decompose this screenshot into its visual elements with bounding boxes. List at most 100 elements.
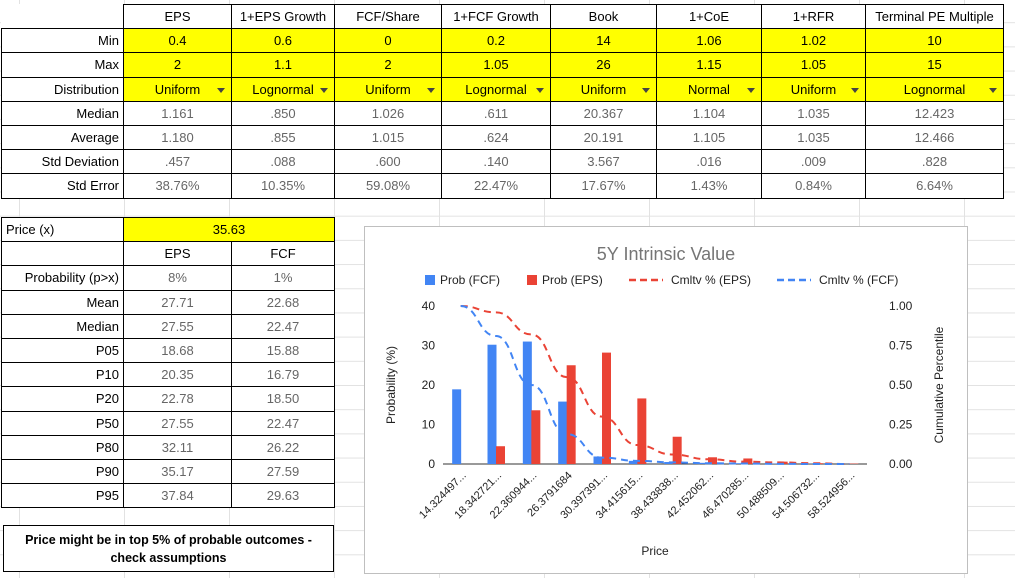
std-error-cell-eps[interactable]: 38.76% bbox=[123, 173, 232, 199]
std-deviation-cell-book[interactable]: 3.567 bbox=[550, 149, 657, 175]
distribution-select-1-coe[interactable]: Normal bbox=[656, 76, 762, 102]
p05-fcf-cell[interactable]: 15.88 bbox=[231, 337, 335, 364]
price-input[interactable]: 35.63 bbox=[123, 216, 335, 243]
column-header-fcf-share[interactable]: FCF/Share bbox=[334, 3, 442, 30]
max-cell-1-fcf-growth[interactable]: 1.05 bbox=[441, 52, 551, 78]
average-cell-1-coe[interactable]: 1.105 bbox=[656, 124, 762, 151]
distribution-select-fcf-share[interactable]: Uniform bbox=[334, 76, 442, 102]
mean-eps-cell[interactable]: 27.71 bbox=[123, 289, 232, 315]
max-cell-eps[interactable]: 2 bbox=[123, 52, 232, 78]
p80-fcf-cell[interactable]: 26.22 bbox=[231, 434, 335, 460]
column-header-1-eps-growth[interactable]: 1+EPS Growth bbox=[231, 3, 335, 30]
max-cell-book[interactable]: 26 bbox=[550, 52, 657, 78]
median-cell-1-fcf-growth[interactable]: .611 bbox=[441, 100, 551, 126]
row-label-max[interactable]: Max bbox=[1, 52, 124, 78]
probability-p-x-eps-cell[interactable]: 8% bbox=[123, 265, 232, 291]
row-label-distribution[interactable]: Distribution bbox=[1, 76, 124, 102]
row-label-median[interactable]: Median bbox=[1, 100, 124, 126]
std-deviation-cell-fcf-share[interactable]: .600 bbox=[334, 149, 442, 175]
row-label-std-deviation[interactable]: Std Deviation bbox=[1, 149, 124, 175]
p50-fcf-cell[interactable]: 22.47 bbox=[231, 410, 335, 436]
valuation-label-p20[interactable]: P20 bbox=[1, 386, 124, 412]
valuation-label-p90[interactable]: P90 bbox=[1, 458, 124, 485]
p90-eps-cell[interactable]: 35.17 bbox=[123, 458, 232, 485]
min-cell-1-fcf-growth[interactable]: 0.2 bbox=[441, 28, 551, 54]
empty-header-cell[interactable] bbox=[1, 241, 124, 267]
p10-fcf-cell[interactable]: 16.79 bbox=[231, 362, 335, 388]
p95-eps-cell[interactable]: 37.84 bbox=[123, 483, 232, 509]
median-cell-1-eps-growth[interactable]: .850 bbox=[231, 100, 335, 126]
average-cell-fcf-share[interactable]: 1.015 bbox=[334, 124, 442, 151]
dropdown-caret-icon[interactable] bbox=[989, 87, 997, 93]
std-error-cell-fcf-share[interactable]: 59.08% bbox=[334, 173, 442, 199]
std-deviation-cell-1-fcf-growth[interactable]: .140 bbox=[441, 149, 551, 175]
valuation-label-p95[interactable]: P95 bbox=[1, 483, 124, 509]
probability-p-x-fcf-cell[interactable]: 1% bbox=[231, 265, 335, 291]
p20-eps-cell[interactable]: 22.78 bbox=[123, 386, 232, 412]
column-header-terminal-pe-multiple[interactable]: Terminal PE Multiple bbox=[865, 3, 1004, 30]
row-label-std-error[interactable]: Std Error bbox=[1, 173, 124, 199]
min-cell-1-coe[interactable]: 1.06 bbox=[656, 28, 762, 54]
valuation-label-p10[interactable]: P10 bbox=[1, 362, 124, 388]
intrinsic-value-chart[interactable]: 5Y Intrinsic Value Prob (FCF) Prob (EPS) Cm… bbox=[364, 226, 968, 574]
distribution-select-book[interactable]: Uniform bbox=[550, 76, 657, 102]
distribution-select-1-fcf-growth[interactable]: Lognormal bbox=[441, 76, 551, 102]
max-cell-1-eps-growth[interactable]: 1.1 bbox=[231, 52, 335, 78]
dropdown-caret-icon[interactable] bbox=[217, 87, 225, 93]
dropdown-caret-icon[interactable] bbox=[320, 87, 328, 93]
average-cell-1-eps-growth[interactable]: .855 bbox=[231, 124, 335, 151]
average-cell-book[interactable]: 20.191 bbox=[550, 124, 657, 151]
valuation-header-fcf[interactable]: FCF bbox=[231, 241, 335, 267]
median-fcf-cell[interactable]: 22.47 bbox=[231, 313, 335, 339]
max-cell-1-coe[interactable]: 1.15 bbox=[656, 52, 762, 78]
average-cell-eps[interactable]: 1.180 bbox=[123, 124, 232, 151]
dropdown-caret-icon[interactable] bbox=[747, 87, 755, 93]
std-error-cell-1-coe[interactable]: 1.43% bbox=[656, 173, 762, 199]
min-cell-book[interactable]: 14 bbox=[550, 28, 657, 54]
max-cell-fcf-share[interactable]: 2 bbox=[334, 52, 442, 78]
valuation-label-mean[interactable]: Mean bbox=[1, 289, 124, 315]
average-cell-1-rfr[interactable]: 1.035 bbox=[761, 124, 866, 151]
median-cell-1-coe[interactable]: 1.104 bbox=[656, 100, 762, 126]
dropdown-caret-icon[interactable] bbox=[642, 87, 650, 93]
std-deviation-cell-eps[interactable]: .457 bbox=[123, 149, 232, 175]
column-header-book[interactable]: Book bbox=[550, 3, 657, 30]
std-deviation-cell-1-coe[interactable]: .016 bbox=[656, 149, 762, 175]
valuation-label-p80[interactable]: P80 bbox=[1, 434, 124, 460]
distribution-select-eps[interactable]: Uniform bbox=[123, 76, 232, 102]
std-deviation-cell-1-rfr[interactable]: .009 bbox=[761, 149, 866, 175]
valuation-label-p50[interactable]: P50 bbox=[1, 410, 124, 436]
row-label-min[interactable]: Min bbox=[1, 28, 124, 54]
p80-eps-cell[interactable]: 32.11 bbox=[123, 434, 232, 460]
valuation-header-eps[interactable]: EPS bbox=[123, 241, 232, 267]
std-error-cell-1-eps-growth[interactable]: 10.35% bbox=[231, 173, 335, 199]
min-cell-fcf-share[interactable]: 0 bbox=[334, 28, 442, 54]
p05-eps-cell[interactable]: 18.68 bbox=[123, 337, 232, 364]
valuation-label-probability-p-x[interactable]: Probability (p>x) bbox=[1, 265, 124, 291]
std-deviation-cell-terminal-pe-multiple[interactable]: .828 bbox=[865, 149, 1004, 175]
dropdown-caret-icon[interactable] bbox=[427, 87, 435, 93]
median-cell-1-rfr[interactable]: 1.035 bbox=[761, 100, 866, 126]
min-cell-eps[interactable]: 0.4 bbox=[123, 28, 232, 54]
row-label-average[interactable]: Average bbox=[1, 124, 124, 151]
std-error-cell-terminal-pe-multiple[interactable]: 6.64% bbox=[865, 173, 1004, 199]
distribution-select-terminal-pe-multiple[interactable]: Lognormal bbox=[865, 76, 1004, 102]
mean-fcf-cell[interactable]: 22.68 bbox=[231, 289, 335, 315]
min-cell-terminal-pe-multiple[interactable]: 10 bbox=[865, 28, 1004, 54]
min-cell-1-eps-growth[interactable]: 0.6 bbox=[231, 28, 335, 54]
p20-fcf-cell[interactable]: 18.50 bbox=[231, 386, 335, 412]
average-cell-1-fcf-growth[interactable]: .624 bbox=[441, 124, 551, 151]
distribution-select-1-eps-growth[interactable]: Lognormal bbox=[231, 76, 335, 102]
median-cell-fcf-share[interactable]: 1.026 bbox=[334, 100, 442, 126]
column-header-1-rfr[interactable]: 1+RFR bbox=[761, 3, 866, 30]
min-cell-1-rfr[interactable]: 1.02 bbox=[761, 28, 866, 54]
p95-fcf-cell[interactable]: 29.63 bbox=[231, 483, 335, 509]
column-header-1-fcf-growth[interactable]: 1+FCF Growth bbox=[441, 3, 551, 30]
valuation-label-median[interactable]: Median bbox=[1, 313, 124, 339]
average-cell-terminal-pe-multiple[interactable]: 12.466 bbox=[865, 124, 1004, 151]
p10-eps-cell[interactable]: 20.35 bbox=[123, 362, 232, 388]
dropdown-caret-icon[interactable] bbox=[536, 87, 544, 93]
std-deviation-cell-1-eps-growth[interactable]: .088 bbox=[231, 149, 335, 175]
std-error-cell-book[interactable]: 17.67% bbox=[550, 173, 657, 199]
max-cell-terminal-pe-multiple[interactable]: 15 bbox=[865, 52, 1004, 78]
